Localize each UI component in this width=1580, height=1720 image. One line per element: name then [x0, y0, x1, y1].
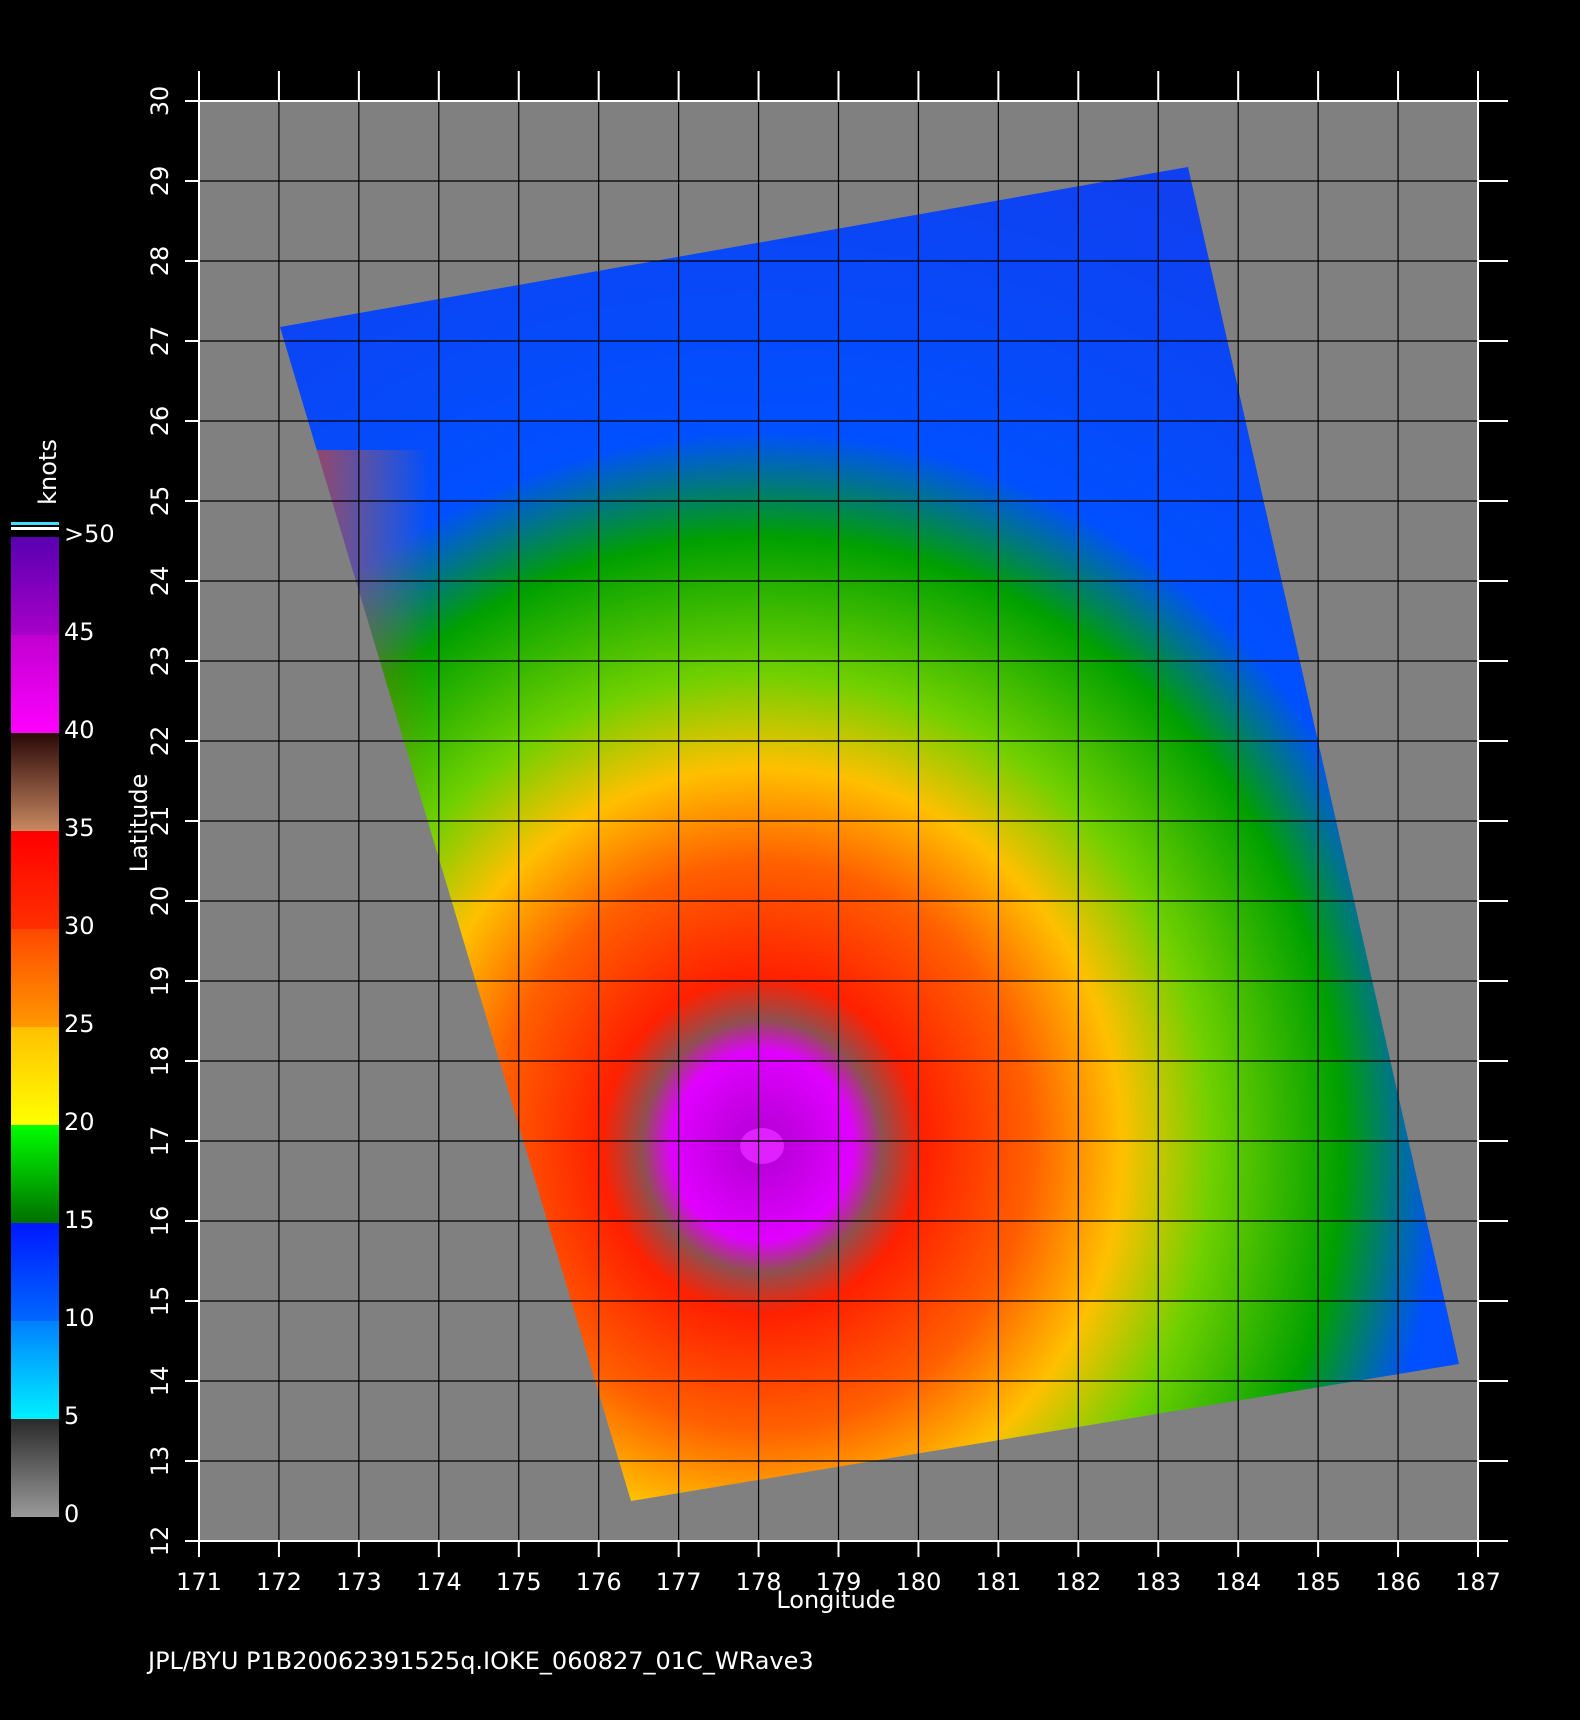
y-tick-label: 30: [146, 86, 174, 117]
colorbar-band: [11, 1027, 59, 1125]
colorbar-band: [11, 929, 59, 1027]
colorbar-tick-label: 15: [64, 1206, 95, 1234]
colorbar-band: [11, 1419, 59, 1517]
x-tick-label: 171: [176, 1568, 222, 1596]
storm-eye: [740, 1128, 784, 1164]
colorbar-tick-label: 25: [64, 1010, 95, 1038]
x-tick-label: 183: [1135, 1568, 1181, 1596]
colorbar-band: [11, 1125, 59, 1223]
colorbar-tick-label: >50: [64, 520, 115, 548]
x-tick-label: 179: [816, 1568, 862, 1596]
x-tick-label: 177: [656, 1568, 702, 1596]
y-axis-label: Latitude: [125, 774, 153, 873]
colorbar-band: [11, 831, 59, 929]
x-tick-label: 182: [1055, 1568, 1101, 1596]
colorbar-tick-label: 20: [64, 1108, 95, 1136]
x-tick-label: 180: [896, 1568, 942, 1596]
colorbar-cap: [11, 527, 59, 530]
x-tick-label: 174: [416, 1568, 462, 1596]
x-tick-label: 173: [336, 1568, 382, 1596]
colorbar-band: [11, 1321, 59, 1419]
y-tick-label: 16: [146, 1206, 174, 1237]
x-tick-label: 178: [736, 1568, 782, 1596]
y-tick-label: 28: [146, 246, 174, 277]
y-tick-label: 13: [146, 1446, 174, 1477]
colorbar-cap: [11, 522, 59, 525]
colorbar-band: [11, 635, 59, 733]
y-tick-label: 22: [146, 726, 174, 757]
colorbar-tick-label: 0: [64, 1500, 79, 1528]
colorbar-band: [11, 537, 59, 635]
colorbar-tick-label: 10: [64, 1304, 95, 1332]
y-tick-label: 14: [146, 1366, 174, 1397]
y-tick-label: 18: [146, 1046, 174, 1077]
x-tick-label: 181: [975, 1568, 1021, 1596]
colorbar-tick-label: 40: [64, 716, 95, 744]
y-tick-label: 21: [146, 806, 174, 837]
y-tick-label: 26: [146, 406, 174, 437]
y-tick-label: 25: [146, 486, 174, 517]
y-tick-label: 12: [146, 1526, 174, 1557]
colorbar-tick-label: 35: [64, 814, 95, 842]
x-tick-label: 185: [1295, 1568, 1341, 1596]
x-tick-label: 172: [256, 1568, 302, 1596]
y-tick-label: 15: [146, 1286, 174, 1317]
y-tick-label: 23: [146, 646, 174, 677]
footer: JPL/BYU P1B20062391525q.IOKE_060827_01C_…: [146, 1647, 814, 1675]
plot-frame: [198, 100, 1479, 1542]
colorbar-band: [11, 1223, 59, 1321]
x-tick-label: 176: [576, 1568, 622, 1596]
x-tick-label: 186: [1375, 1568, 1421, 1596]
y-tick-label: 20: [146, 886, 174, 917]
x-axis-label: Longitude: [776, 1586, 895, 1614]
y-tick-label: 29: [146, 166, 174, 197]
colorbar-label: knots: [34, 439, 62, 505]
colorbar-tick-label: 45: [64, 618, 95, 646]
y-tick-label: 24: [146, 566, 174, 597]
y-tick-label: 17: [146, 1126, 174, 1157]
colorbar-tick-label: 5: [64, 1402, 79, 1430]
colorbar-band: [11, 733, 59, 831]
x-tick-label: 184: [1215, 1568, 1261, 1596]
x-tick-label: 187: [1455, 1568, 1501, 1596]
y-tick-label: 19: [146, 966, 174, 997]
colorbar-tick-label: 30: [64, 912, 95, 940]
y-tick-label: 27: [146, 326, 174, 357]
axes: 171 172 173 174 175 176 177 178 179 180 181 182 183 1…: [146, 71, 1508, 1596]
x-tick-label: 175: [496, 1568, 542, 1596]
